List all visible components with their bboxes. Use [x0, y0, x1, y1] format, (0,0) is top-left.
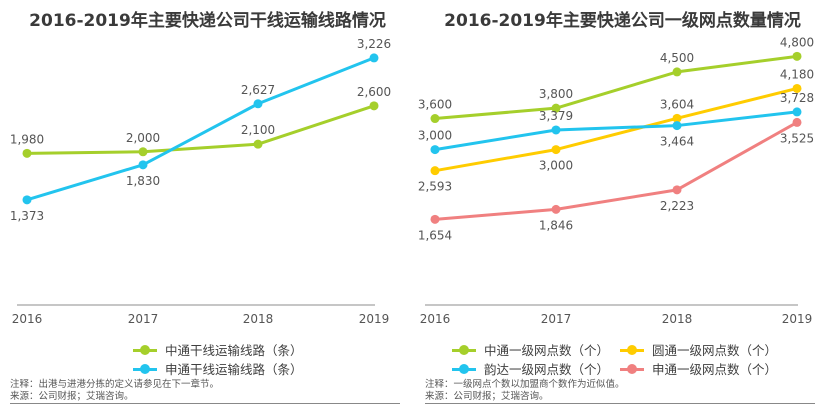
right-note: 注释：一级网点个数以加盟商个数作为近似值。	[425, 379, 625, 390]
data-point	[792, 107, 802, 117]
legend-marker-icon	[452, 363, 476, 374]
legend-label: 申通干线运输线路（条）	[165, 362, 303, 377]
data-label: 3,226	[357, 37, 391, 51]
data-label: 3,525	[780, 131, 814, 145]
data-label: 2,600	[357, 85, 391, 99]
left-source: 来源：公司财报；艾瑞咨询。	[10, 391, 134, 402]
x-tick-label: 2018	[243, 312, 274, 326]
data-label: 2,627	[241, 83, 275, 97]
legend-label: 申通一级网点数（个）	[652, 362, 778, 377]
data-label: 3,600	[418, 98, 452, 112]
left-legend-item-0: 中通干线运输线路（条）	[133, 340, 303, 359]
left-legend-item-1: 申通干线运输线路（条）	[133, 359, 303, 378]
left-footer-rule	[10, 403, 400, 404]
data-point	[430, 214, 440, 224]
data-label: 1,846	[539, 218, 573, 232]
series-line	[434, 110, 798, 152]
data-label: 3,379	[539, 109, 573, 123]
data-label: 2,593	[418, 180, 452, 194]
right-notes: 注释：一级网点个数以加盟商个数作为近似值。 来源：公司财报；艾瑞咨询。	[425, 379, 625, 403]
data-point	[672, 121, 682, 131]
data-point	[430, 145, 440, 155]
data-label: 1,373	[10, 209, 44, 223]
data-point	[369, 101, 379, 111]
x-tick-label: 2016	[420, 312, 451, 326]
data-label: 3,000	[418, 129, 452, 143]
data-point	[22, 148, 32, 158]
series-line	[434, 54, 798, 121]
data-point	[551, 145, 561, 155]
legend-label: 中通一级网点数（个）	[484, 343, 610, 358]
data-label: 2,223	[660, 199, 694, 213]
legend-marker-icon	[452, 344, 476, 355]
series-line	[26, 104, 375, 155]
data-point	[551, 204, 561, 214]
left-notes: 注释：出港与进港分拣的定义请参见在下一章节。 来源：公司财报；艾瑞咨询。	[10, 379, 219, 403]
data-label: 3,604	[660, 97, 694, 111]
data-point	[138, 147, 148, 157]
data-point	[551, 125, 561, 135]
data-point	[138, 160, 148, 170]
legend-marker-icon	[133, 363, 157, 374]
data-label: 1,980	[10, 132, 44, 146]
right-chart-title: 2016-2019年主要快递公司一级网点数量情况	[444, 11, 801, 31]
right-legend-item-3: 申通一级网点数（个）	[620, 359, 777, 378]
legend-marker-icon	[620, 363, 644, 374]
x-tick-label: 2017	[128, 312, 159, 326]
x-tick-label: 2016	[12, 312, 43, 326]
data-point	[792, 83, 802, 93]
data-label: 4,500	[660, 51, 694, 65]
right-footer-rule	[425, 403, 815, 404]
data-point	[253, 139, 263, 149]
data-point	[369, 53, 379, 63]
legend-label: 中通干线运输线路（条）	[165, 343, 303, 358]
data-label: 3,000	[539, 159, 573, 173]
legend-marker-icon	[620, 344, 644, 355]
series-line	[434, 87, 798, 173]
data-point	[672, 185, 682, 195]
data-label: 1,830	[126, 174, 160, 188]
left-note: 注释：出港与进港分拣的定义请参见在下一章节。	[10, 379, 220, 390]
data-point	[253, 99, 263, 109]
data-point	[430, 166, 440, 176]
right-source: 来源：公司财报；艾瑞咨询。	[425, 391, 549, 402]
data-label: 3,800	[539, 87, 573, 101]
data-point	[792, 117, 802, 127]
data-point	[551, 103, 561, 113]
data-label: 1,654	[418, 228, 452, 242]
x-tick-label: 2019	[359, 312, 390, 326]
right-legend-item-0: 中通一级网点数（个）	[452, 340, 609, 359]
data-label: 3,728	[780, 91, 814, 105]
data-label: 3,464	[660, 135, 694, 149]
data-point	[672, 113, 682, 123]
data-point	[22, 195, 32, 205]
data-point	[430, 114, 440, 124]
series-line	[434, 121, 798, 221]
data-label: 2,000	[126, 131, 160, 145]
data-label: 2,100	[241, 123, 275, 137]
x-tick-label: 2019	[782, 312, 813, 326]
series-line	[26, 56, 375, 202]
right-legend-item-2: 韵达一级网点数（个）	[452, 359, 609, 378]
data-point	[672, 67, 682, 77]
data-label: 4,800	[780, 35, 814, 49]
legend-label: 韵达一级网点数（个）	[484, 362, 610, 377]
legend-label: 圆通一级网点数（个）	[652, 343, 778, 358]
x-tick-label: 2018	[662, 312, 693, 326]
x-tick-label: 2017	[541, 312, 572, 326]
data-point	[792, 51, 802, 61]
legend-marker-icon	[133, 344, 157, 355]
right-legend-item-1: 圆通一级网点数（个）	[620, 340, 777, 359]
data-label: 4,180	[780, 67, 814, 81]
left-chart-title: 2016-2019年主要快递公司干线运输线路情况	[29, 11, 386, 31]
